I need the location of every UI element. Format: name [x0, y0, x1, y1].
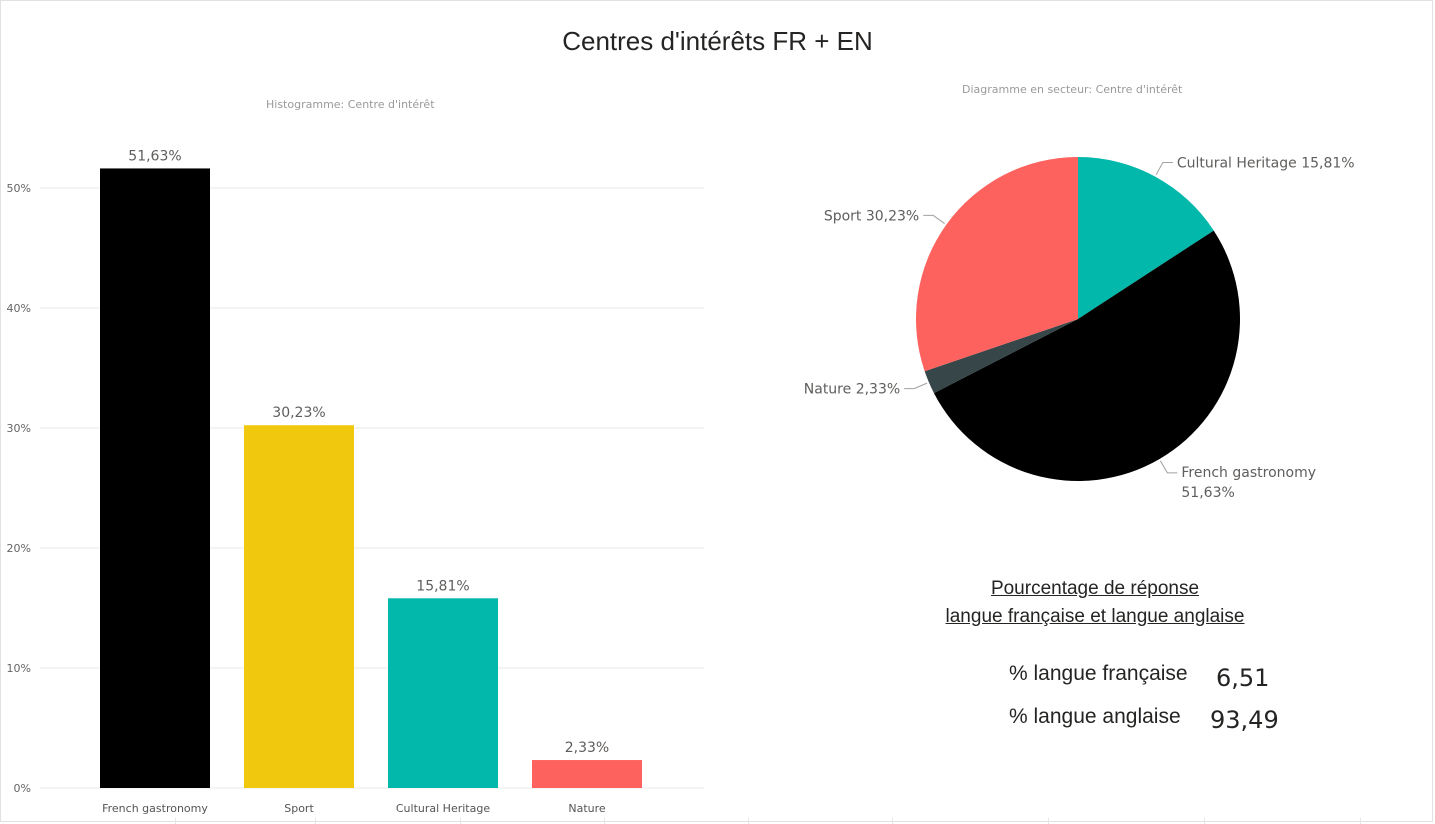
y-tick-label: 0%: [14, 782, 31, 795]
kpi-french-label: % langue française: [1009, 662, 1188, 685]
x-tick-label: Nature: [568, 802, 606, 815]
y-tick-label: 20%: [7, 542, 31, 555]
bar-data-label: 2,33%: [565, 740, 609, 756]
pie-leader-line: [923, 214, 945, 224]
y-tick-label: 50%: [7, 182, 31, 195]
bar-data-label: 30,23%: [272, 405, 325, 421]
pie-data-label: Nature 2,33%: [804, 382, 900, 398]
report-title: Centres d'intérêts FR + EN: [562, 26, 873, 56]
bar-data-label: 51,63%: [128, 148, 181, 164]
pie-chart[interactable]: Cultural Heritage 15,81% French gastronom…: [760, 110, 1400, 550]
bar-chart[interactable]: 0% 10% 20% 30% 40% 50% 51,63% French gastronomy…: [0, 100, 720, 820]
pie-leader-line: [1159, 460, 1178, 474]
pie-data-label: Cultural Heritage 15,81%: [1177, 156, 1355, 172]
pie-slice[interactable]: [924, 319, 1078, 394]
bar[interactable]: [100, 168, 210, 788]
x-tick-label: Sport: [284, 802, 314, 815]
page-tab-separators: [0, 818, 1435, 824]
bar-chart-title: Histogramme: Centre d'intérêt: [266, 98, 435, 111]
bar[interactable]: [532, 760, 642, 788]
x-tick-label: French gastronomy: [102, 802, 208, 815]
pie-leader-line: [1155, 162, 1173, 176]
pie-slice[interactable]: [1078, 157, 1214, 319]
bar[interactable]: [244, 425, 354, 788]
pie-chart-title: Diagramme en secteur: Centre d'intérêt: [962, 83, 1183, 96]
pie-leader-line: [904, 382, 928, 390]
summary-title-line2: langue française et langue anglaise: [945, 606, 1245, 627]
bar-data-label: 15,81%: [416, 578, 469, 594]
pie-data-label: 51,63%: [1181, 485, 1234, 501]
kpi-english-value: 93,49: [1210, 706, 1279, 734]
kpi-french-value: 6,51: [1216, 664, 1270, 692]
pie-data-label: French gastronomy: [1181, 465, 1316, 481]
pie-data-label: Sport 30,23%: [824, 208, 919, 224]
pie-slice[interactable]: [933, 230, 1241, 482]
pie-slice[interactable]: [916, 157, 1078, 372]
summary-title-line1: Pourcentage de réponse: [990, 578, 1200, 599]
y-tick-label: 30%: [7, 422, 31, 435]
kpi-english-label: % langue anglaise: [1009, 705, 1181, 728]
bar[interactable]: [388, 598, 498, 788]
y-tick-label: 40%: [7, 302, 31, 315]
y-tick-label: 10%: [7, 662, 31, 675]
x-tick-label: Cultural Heritage: [396, 802, 490, 815]
